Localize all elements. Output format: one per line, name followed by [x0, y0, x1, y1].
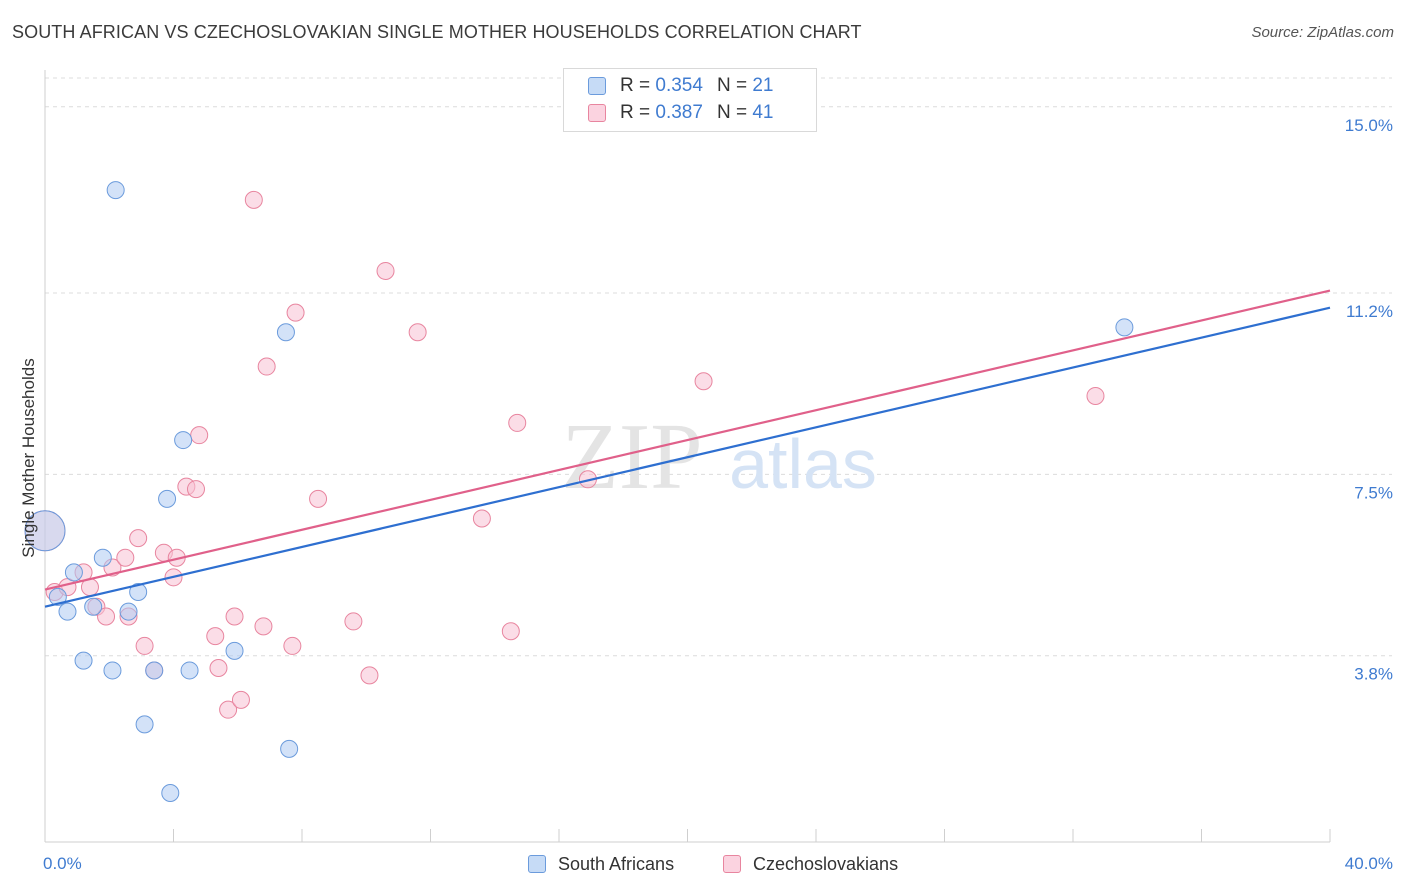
- legend-item-south-africans[interactable]: South Africans: [528, 851, 674, 877]
- data-point: [24, 510, 66, 552]
- grid-lines: [45, 77, 1392, 657]
- y-tick-label: 15.0%: [1345, 116, 1393, 135]
- data-point: [158, 489, 177, 508]
- data-point: [103, 661, 122, 680]
- data-point: [93, 548, 112, 567]
- data-point: [257, 357, 276, 376]
- data-point: [694, 372, 713, 391]
- legend-row-czechoslovakians: R = 0.387 N = 41: [588, 100, 773, 126]
- legend-swatch-blue: [528, 855, 546, 873]
- data-point: [280, 739, 299, 758]
- data-point: [119, 602, 138, 621]
- legend-r-value: 0.354: [655, 75, 703, 96]
- chart-title: SOUTH AFRICAN VS CZECHOSLOVAKIAN SINGLE …: [12, 22, 862, 42]
- y-axis-title: Single Mother Households: [19, 358, 38, 557]
- data-point: [408, 323, 427, 342]
- legend-n-value: 41: [752, 102, 774, 123]
- data-point: [1086, 386, 1105, 405]
- data-point: [48, 587, 67, 606]
- y-tick-label: 7.5%: [1354, 483, 1393, 502]
- data-point: [64, 563, 83, 582]
- legend-n-label: N =: [716, 102, 748, 123]
- data-point: [501, 622, 520, 641]
- data-point: [344, 612, 363, 631]
- legend-label-south-africans: South Africans: [558, 853, 675, 874]
- data-point: [231, 690, 250, 709]
- data-point: [135, 636, 154, 655]
- data-point: [74, 651, 93, 670]
- legend-swatch-blue: [588, 77, 606, 95]
- data-point: [84, 597, 103, 616]
- trend-line: [44, 306, 1331, 608]
- data-point: [244, 190, 263, 209]
- legend-r-value: 0.387: [655, 102, 703, 123]
- y-tick-label: 11.2%: [1346, 302, 1393, 321]
- data-point: [472, 509, 491, 528]
- watermark: ZIP atlas: [562, 405, 877, 509]
- legend-item-czechoslovakians[interactable]: Czechoslovakians: [723, 851, 898, 877]
- data-point: [254, 617, 273, 636]
- data-point: [1115, 318, 1134, 337]
- watermark-atlas: atlas: [729, 425, 877, 503]
- trend-line: [44, 289, 1331, 591]
- x-tick-label: 40.0%: [1345, 854, 1393, 873]
- data-point: [116, 548, 135, 567]
- data-point: [186, 480, 205, 499]
- data-point: [508, 413, 527, 432]
- axes: [44, 70, 1331, 843]
- legend-r-label: R =: [620, 75, 651, 96]
- data-point: [309, 489, 328, 508]
- watermark-zip: ZIP: [562, 405, 703, 509]
- data-point: [135, 715, 154, 734]
- legend-n-value: 21: [752, 75, 774, 96]
- data-point: [190, 426, 209, 445]
- data-point: [106, 181, 125, 200]
- data-point: [286, 303, 305, 322]
- data-point: [97, 607, 116, 626]
- data-point: [360, 666, 379, 685]
- legend-swatch-pink: [723, 855, 741, 873]
- data-point: [283, 636, 302, 655]
- legend-swatch-pink: [588, 104, 606, 122]
- data-point: [174, 431, 193, 450]
- data-point: [219, 700, 238, 719]
- legend-n-label: N =: [716, 75, 748, 96]
- data-point: [145, 661, 164, 680]
- correlation-legend: R = 0.354 N = 21 R = 0.387 N = 41: [563, 68, 817, 132]
- trend-lines: [44, 289, 1331, 608]
- x-tick-label: 0.0%: [43, 854, 82, 873]
- legend-r-label: R =: [620, 102, 651, 123]
- data-point: [180, 661, 199, 680]
- y-tick-label: 3.8%: [1354, 665, 1393, 684]
- data-point: [209, 658, 228, 677]
- data-point: [58, 602, 77, 621]
- data-point: [129, 583, 148, 602]
- data-point: [161, 783, 180, 802]
- tick-labels: 3.8% 7.5% 11.2% 15.0% 0.0% 40.0%: [43, 116, 1393, 873]
- data-point: [225, 607, 244, 626]
- legend-label-czechoslovakians: Czechoslovakians: [753, 853, 899, 874]
- data-point: [376, 261, 395, 280]
- data-point: [206, 627, 225, 646]
- data-point: [129, 529, 148, 548]
- source-label: Source: ZipAtlas.com: [1251, 24, 1394, 41]
- legend-row-south-africans: R = 0.354 N = 21: [588, 73, 773, 99]
- data-point: [225, 641, 244, 660]
- series-south-africans-points: [24, 181, 1134, 802]
- data-point: [276, 323, 295, 342]
